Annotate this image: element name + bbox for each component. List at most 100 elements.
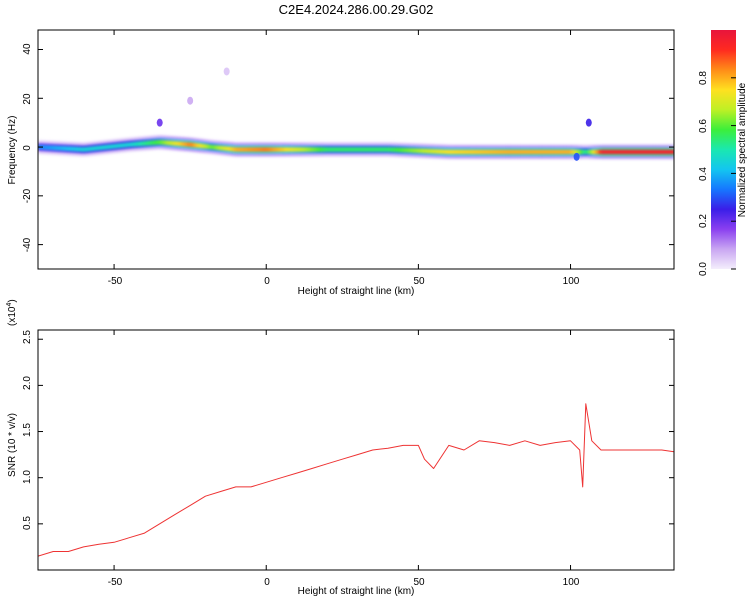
spectrogram-cell	[375, 147, 380, 152]
spectrogram-ytick-4: -20	[22, 188, 33, 203]
spectrogram-cell	[269, 147, 273, 152]
spectrogram-frame	[37, 29, 675, 270]
spectrogram-cell	[646, 149, 651, 155]
spectrogram-cell	[174, 141, 179, 146]
spectrogram-cell	[418, 148, 423, 153]
spectrogram-cell	[95, 145, 100, 151]
spectrogram-ylabel: Frequency (Hz)	[7, 116, 18, 185]
colorbar-tick-1: 0.0	[698, 262, 709, 276]
spectrogram-cell	[293, 147, 298, 152]
spectrogram-cell	[89, 146, 94, 151]
spectrogram-cell	[281, 147, 286, 152]
spectrogram-cell	[546, 149, 550, 155]
spectrogram-cell	[171, 141, 176, 146]
spectrogram-cell	[168, 140, 173, 146]
spectrogram-cell	[509, 149, 514, 155]
spectrogram-cell	[366, 147, 371, 152]
spectrogram-cell	[604, 149, 608, 155]
spectrogram-cell	[378, 147, 383, 152]
spectrogram-cell	[494, 149, 499, 155]
spectrogram-cell	[44, 145, 48, 150]
spectrogram-cell	[254, 147, 258, 152]
spectrogram-ticks	[38, 30, 674, 269]
spectrogram-cell	[266, 147, 270, 152]
spectrogram-cell	[308, 147, 313, 152]
spectrogram-cell	[71, 146, 76, 152]
spectrogram-cell	[235, 147, 240, 152]
spectrogram-cell	[534, 149, 538, 155]
spectrogram-cell	[162, 140, 167, 145]
spectrogram-cell	[229, 146, 234, 152]
snr-multiplier: (x104)	[6, 299, 18, 326]
snr-series-line	[38, 403, 674, 557]
spectrogram-cell	[86, 146, 91, 152]
spectrogram-cell	[561, 149, 566, 155]
spectrogram-cell	[211, 145, 216, 150]
spectrogram-cell	[448, 149, 453, 155]
spectrogram-cell	[354, 147, 359, 152]
spectrogram-cell	[597, 149, 602, 155]
spectrogram-cell	[664, 149, 669, 155]
spectrogram-cell	[317, 147, 322, 152]
snr-ticks	[38, 330, 674, 570]
spectrogram-cell	[485, 149, 489, 155]
snr-xtick-2: 0	[264, 577, 270, 588]
spectrogram-cell	[424, 148, 429, 154]
spectrogram-cell	[165, 140, 170, 145]
spectrogram-cell	[670, 149, 674, 155]
spectrogram-cell	[479, 149, 483, 155]
spectrogram-cell	[421, 148, 426, 154]
spectrogram-cell	[336, 147, 340, 152]
spectrogram-cell	[327, 147, 331, 152]
spectrogram-cell	[284, 147, 289, 152]
spectrogram-cell	[619, 149, 623, 155]
spectrogram-cell	[263, 147, 267, 152]
snr-xtick-4: 100	[563, 577, 580, 588]
snr-xlabel: Height of straight line (km)	[298, 586, 415, 597]
snr-frame	[37, 329, 675, 571]
spectrogram-cell	[610, 149, 614, 155]
spectrogram-cell	[454, 149, 459, 155]
spectrogram-cell	[342, 147, 346, 152]
spectrogram-cell	[640, 149, 645, 155]
spectrogram-cell	[579, 149, 584, 155]
spectrogram-cell	[403, 147, 407, 153]
spectrogram-cell	[369, 147, 374, 152]
spectrogram-cell	[658, 149, 663, 155]
spectrogram-cell	[613, 149, 617, 155]
snr-plot-area	[38, 330, 674, 570]
spectrogram-ytick-2: 20	[22, 93, 33, 105]
spectrogram-cell	[488, 149, 493, 155]
spectrogram-cell	[324, 147, 328, 152]
spectrogram-cell	[272, 147, 276, 152]
spectrogram-cell	[661, 149, 666, 155]
spectrogram-cell	[135, 141, 140, 147]
spectrogram-ytick-5: -40	[22, 237, 33, 252]
colorbar-tick-2: 0.2	[698, 214, 709, 228]
spectrogram-cell	[339, 147, 343, 152]
spectrogram-cell	[217, 145, 222, 151]
spectrogram-cell	[467, 149, 471, 155]
spectrogram-cell	[257, 147, 261, 152]
spectrogram-ytick-1: 40	[22, 43, 33, 55]
spectrogram-cell	[123, 142, 127, 148]
spectrogram-cell	[384, 147, 389, 152]
spectrogram-cell	[540, 149, 544, 155]
spectrogram-cell	[232, 147, 237, 152]
spectrogram-cell	[101, 145, 106, 150]
snr-ytick-4: 1.0	[22, 470, 33, 484]
snr-ytick-5: 0.5	[22, 516, 33, 530]
spectrogram-feature	[573, 152, 580, 161]
spectrogram-cell	[299, 147, 304, 152]
snr-ytick-1: 2.5	[22, 330, 33, 344]
spectrogram-cell	[244, 147, 249, 152]
spectrogram-cell	[278, 147, 283, 152]
spectrogram-cell	[588, 149, 593, 155]
snr-xtick-3: 50	[413, 577, 425, 588]
spectrogram-cell	[506, 149, 511, 155]
spectrogram-cell	[436, 149, 441, 154]
spectrogram-cell	[68, 146, 73, 151]
spectrogram-cell	[296, 147, 301, 152]
spectrogram-cell	[427, 148, 432, 154]
spectrogram-xtick-3: 50	[413, 276, 425, 287]
